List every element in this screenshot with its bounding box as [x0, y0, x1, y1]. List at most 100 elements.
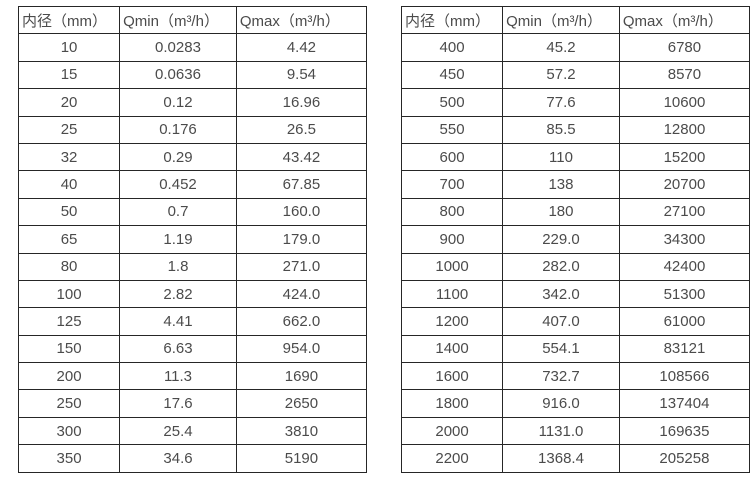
- table-cell: 15: [17, 60, 121, 90]
- table-cell: 1690: [235, 362, 368, 391]
- table-row: 2000 1131.0 169635: [400, 416, 750, 446]
- table-row: 40 0.452 67.85: [17, 170, 368, 199]
- table-cell: 51300: [618, 279, 750, 309]
- table-cell: 32: [17, 142, 121, 172]
- table-row: 1600 732.7 108566: [400, 362, 750, 391]
- table-row: 1100 342.0 51300: [400, 279, 750, 309]
- table-row: 150 6.63 954.0: [17, 334, 368, 364]
- table-cell: 300: [17, 416, 121, 446]
- table-cell: 65: [17, 225, 121, 254]
- table-cell: 700: [400, 170, 504, 199]
- table-cell: 424.0: [235, 279, 368, 309]
- table-cell: 110: [502, 142, 620, 172]
- table-cell: 138: [502, 170, 620, 199]
- table-row: 20 0.12 16.96: [17, 88, 368, 117]
- table-cell: 10600: [618, 88, 750, 117]
- table-cell: 250: [17, 389, 121, 418]
- table-cell: 1100: [400, 279, 504, 309]
- table-cell: 2650: [235, 389, 368, 418]
- table-cell: 150: [17, 334, 121, 364]
- table-cell: 11.3: [119, 362, 237, 391]
- table-cell: 9.54: [235, 60, 368, 90]
- table-cell: 12800: [618, 115, 750, 144]
- table-row: 1400 554.1 83121: [400, 334, 750, 364]
- table-cell: 137404: [618, 389, 750, 418]
- table-cell: 2.82: [119, 279, 237, 309]
- table-cell: 25.4: [119, 416, 237, 446]
- table-cell: 26.5: [235, 115, 368, 144]
- table-cell: 400: [400, 33, 504, 62]
- table-cell: 200: [17, 362, 121, 391]
- column-header: Qmax（m³/h）: [235, 5, 368, 35]
- table-row: 1000 282.0 42400: [400, 252, 750, 281]
- table-cell: 77.6: [502, 88, 620, 117]
- table-cell: 17.6: [119, 389, 237, 418]
- table-cell: 100: [17, 279, 121, 309]
- table-row: 300 25.4 3810: [17, 416, 368, 446]
- table-cell: 1368.4: [502, 444, 620, 473]
- table-cell: 42400: [618, 252, 750, 281]
- table-cell: 900: [400, 225, 504, 254]
- table-cell: 0.0636: [119, 60, 237, 90]
- table-row: 65 1.19 179.0: [17, 225, 368, 254]
- table-cell: 1800: [400, 389, 504, 418]
- table-cell: 0.0283: [119, 33, 237, 62]
- table-row: 1200 407.0 61000: [400, 307, 750, 336]
- table-row: 900 229.0 34300: [400, 225, 750, 254]
- table-cell: 732.7: [502, 362, 620, 391]
- table-header-row: 内径（mm） Qmin（m³/h） Qmax（m³/h）: [400, 5, 750, 35]
- table-header-row: 内径（mm） Qmin（m³/h） Qmax（m³/h）: [17, 5, 368, 35]
- table-cell: 20700: [618, 170, 750, 199]
- tables-container: 内径（mm） Qmin（m³/h） Qmax（m³/h） 10 0.0283 4.42 15…: [17, 5, 750, 473]
- flow-table-small-diameters: 内径（mm） Qmin（m³/h） Qmax（m³/h） 10 0.0283 4.42 15…: [17, 5, 368, 473]
- column-header: Qmin（m³/h）: [502, 5, 620, 35]
- table-row: 80 1.8 271.0: [17, 252, 368, 281]
- table-row: 450 57.2 8570: [400, 60, 750, 90]
- table-cell: 1000: [400, 252, 504, 281]
- table-cell: 1400: [400, 334, 504, 364]
- table-row: 10 0.0283 4.42: [17, 33, 368, 62]
- table-cell: 554.1: [502, 334, 620, 364]
- table-cell: 160.0: [235, 197, 368, 227]
- table-cell: 342.0: [502, 279, 620, 309]
- table-cell: 67.85: [235, 170, 368, 199]
- table-cell: 125: [17, 307, 121, 336]
- table-row: 400 45.2 6780: [400, 33, 750, 62]
- table-cell: 600: [400, 142, 504, 172]
- table-cell: 1200: [400, 307, 504, 336]
- table-row: 600 110 15200: [400, 142, 750, 172]
- table-cell: 169635: [618, 416, 750, 446]
- table-cell: 8570: [618, 60, 750, 90]
- table-cell: 0.452: [119, 170, 237, 199]
- table-cell: 108566: [618, 362, 750, 391]
- table-cell: 16.96: [235, 88, 368, 117]
- table-row: 32 0.29 43.42: [17, 142, 368, 172]
- table-cell: 2200: [400, 444, 504, 473]
- table-cell: 50: [17, 197, 121, 227]
- column-header: Qmax（m³/h）: [618, 5, 750, 35]
- table-cell: 0.12: [119, 88, 237, 117]
- table-cell: 10: [17, 33, 121, 62]
- table-cell: 1131.0: [502, 416, 620, 446]
- table-row: 2200 1368.4 205258: [400, 444, 750, 473]
- table-cell: 0.29: [119, 142, 237, 172]
- table-cell: 407.0: [502, 307, 620, 336]
- table-cell: 4.41: [119, 307, 237, 336]
- table-row: 550 85.5 12800: [400, 115, 750, 144]
- table-cell: 5190: [235, 444, 368, 473]
- table-cell: 3810: [235, 416, 368, 446]
- table-cell: 282.0: [502, 252, 620, 281]
- table-cell: 350: [17, 444, 121, 473]
- table-cell: 0.7: [119, 197, 237, 227]
- table-cell: 500: [400, 88, 504, 117]
- table-cell: 6780: [618, 33, 750, 62]
- table-row: 200 11.3 1690: [17, 362, 368, 391]
- table-cell: 954.0: [235, 334, 368, 364]
- table-cell: 34.6: [119, 444, 237, 473]
- table-row: 700 138 20700: [400, 170, 750, 199]
- table-cell: 179.0: [235, 225, 368, 254]
- table-cell: 57.2: [502, 60, 620, 90]
- table-cell: 85.5: [502, 115, 620, 144]
- table-cell: 916.0: [502, 389, 620, 418]
- table-row: 50 0.7 160.0: [17, 197, 368, 227]
